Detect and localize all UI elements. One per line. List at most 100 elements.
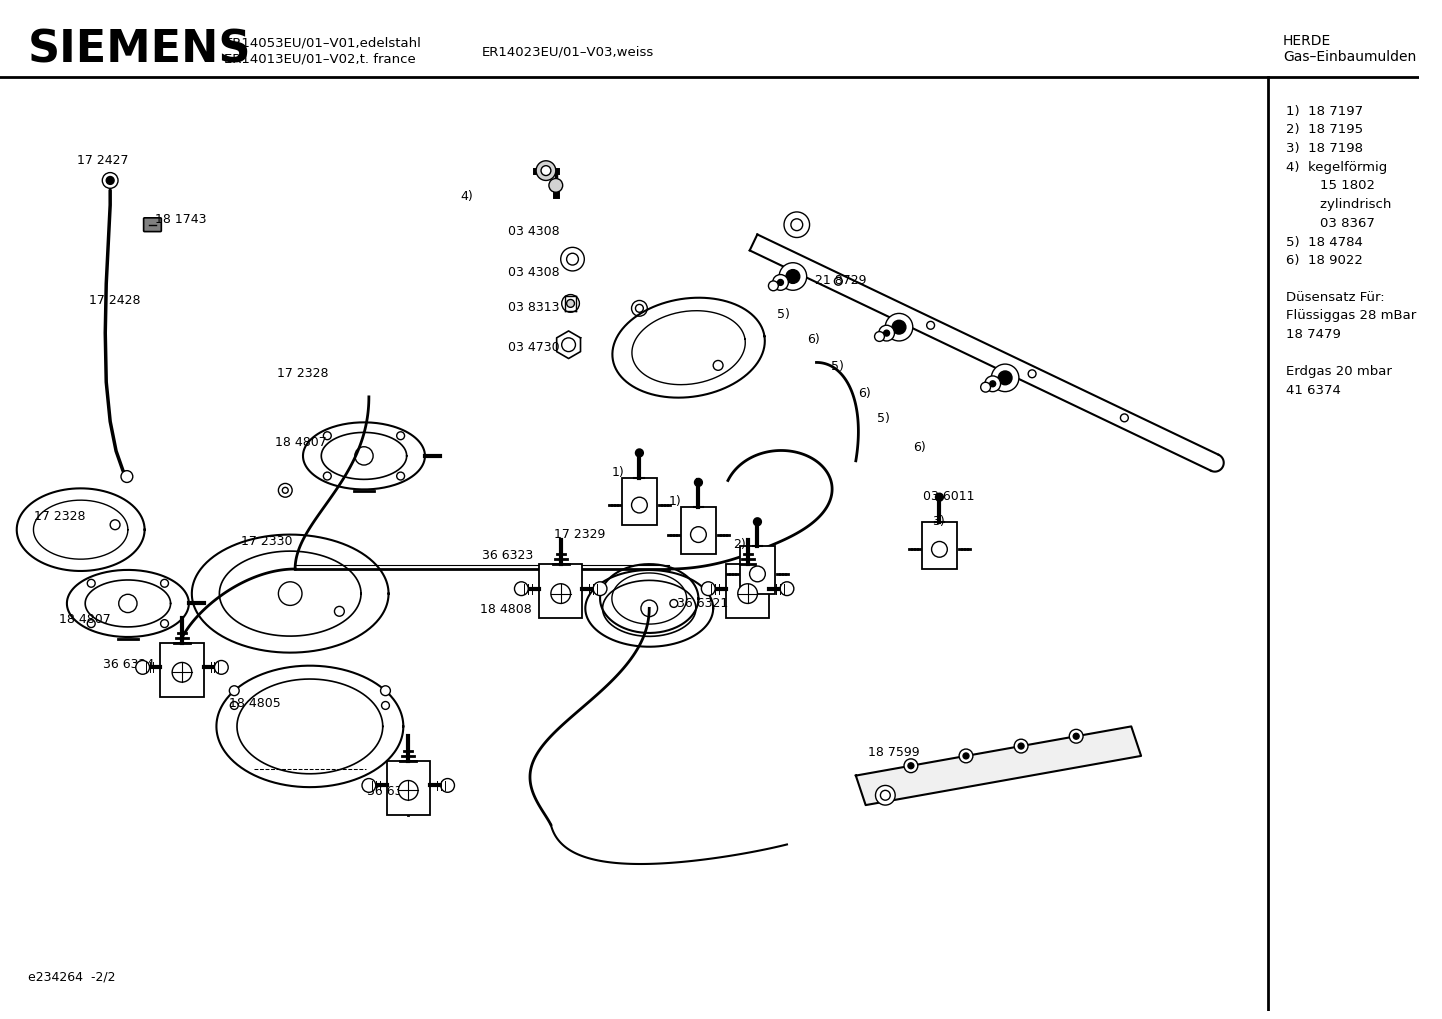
- Circle shape: [382, 701, 389, 709]
- Circle shape: [981, 382, 991, 392]
- Circle shape: [160, 620, 169, 628]
- Circle shape: [441, 779, 454, 793]
- Text: 17 2329: 17 2329: [554, 528, 606, 541]
- Circle shape: [567, 254, 578, 265]
- Circle shape: [786, 270, 800, 283]
- Circle shape: [215, 660, 228, 675]
- Circle shape: [397, 472, 405, 480]
- Text: 4): 4): [460, 191, 473, 203]
- Circle shape: [1120, 414, 1128, 422]
- Circle shape: [107, 176, 114, 184]
- Text: 2): 2): [733, 538, 746, 550]
- Text: Erdgas 20 mbar: Erdgas 20 mbar: [1286, 366, 1392, 378]
- Circle shape: [963, 753, 969, 759]
- Circle shape: [878, 325, 894, 341]
- Text: 18 4808: 18 4808: [480, 603, 532, 616]
- Text: 17 2428: 17 2428: [88, 293, 140, 307]
- Circle shape: [541, 166, 551, 175]
- Circle shape: [231, 701, 238, 709]
- Circle shape: [985, 376, 1001, 391]
- Text: 36 6321: 36 6321: [676, 596, 728, 609]
- Text: 03 4730: 03 4730: [508, 340, 559, 354]
- Text: 03 6011: 03 6011: [923, 490, 975, 503]
- Text: 18 7599: 18 7599: [868, 746, 919, 759]
- Text: 17 2330: 17 2330: [241, 535, 293, 547]
- Circle shape: [671, 599, 678, 607]
- Circle shape: [323, 432, 332, 439]
- Circle shape: [110, 520, 120, 530]
- Text: 18 7479: 18 7479: [1286, 328, 1341, 341]
- Circle shape: [835, 277, 842, 285]
- Circle shape: [515, 582, 528, 595]
- Polygon shape: [1207, 452, 1218, 471]
- Circle shape: [904, 759, 917, 772]
- Circle shape: [790, 219, 803, 230]
- Text: 2)  18 7195: 2) 18 7195: [1286, 123, 1363, 137]
- Circle shape: [908, 763, 914, 768]
- Circle shape: [893, 320, 906, 334]
- Circle shape: [1014, 739, 1028, 753]
- Text: HERDE: HERDE: [1283, 34, 1331, 48]
- Circle shape: [784, 212, 809, 237]
- Text: 5): 5): [831, 361, 844, 374]
- Circle shape: [691, 527, 707, 542]
- Circle shape: [640, 600, 658, 616]
- Polygon shape: [557, 331, 581, 359]
- Circle shape: [991, 364, 1019, 391]
- Circle shape: [121, 471, 133, 482]
- Circle shape: [1028, 370, 1035, 378]
- Circle shape: [278, 483, 293, 497]
- Text: e234264  -2/2: e234264 -2/2: [27, 970, 115, 983]
- Circle shape: [381, 686, 391, 696]
- Bar: [539, 565, 583, 619]
- Circle shape: [632, 497, 647, 513]
- Circle shape: [283, 487, 288, 493]
- Text: 41 6374: 41 6374: [1286, 384, 1341, 397]
- Text: 03 8367: 03 8367: [1286, 217, 1374, 230]
- Text: 4)  kegelförmig: 4) kegelförmig: [1286, 161, 1387, 174]
- Text: zylindrisch: zylindrisch: [1286, 198, 1392, 211]
- Text: ER14023EU/01–V03,weiss: ER14023EU/01–V03,weiss: [482, 45, 655, 58]
- Text: 18 4807: 18 4807: [275, 436, 327, 449]
- Text: ER14013EU/01–V02,t. france: ER14013EU/01–V02,t. france: [225, 53, 417, 66]
- Circle shape: [738, 584, 757, 603]
- Text: 15 1802: 15 1802: [1286, 179, 1374, 193]
- Circle shape: [562, 338, 575, 352]
- Circle shape: [549, 178, 562, 193]
- Text: 36 6324: 36 6324: [104, 657, 154, 671]
- Circle shape: [278, 582, 301, 605]
- Circle shape: [335, 606, 345, 616]
- Text: 6): 6): [913, 441, 926, 454]
- Circle shape: [701, 582, 715, 595]
- Bar: [725, 565, 769, 619]
- Text: 1): 1): [611, 466, 624, 479]
- Circle shape: [750, 567, 766, 582]
- Circle shape: [936, 493, 943, 501]
- Circle shape: [885, 314, 913, 341]
- Text: 6): 6): [858, 387, 871, 400]
- Text: 36 6323: 36 6323: [482, 549, 534, 562]
- Circle shape: [884, 330, 890, 336]
- Text: 03 4308: 03 4308: [508, 225, 559, 237]
- Bar: [386, 761, 430, 815]
- Circle shape: [567, 300, 574, 308]
- Circle shape: [323, 472, 332, 480]
- Bar: [681, 507, 717, 554]
- Circle shape: [536, 161, 555, 180]
- Circle shape: [779, 263, 806, 290]
- Circle shape: [881, 791, 890, 800]
- Circle shape: [695, 479, 702, 486]
- Circle shape: [875, 786, 895, 805]
- Text: 36 6322: 36 6322: [366, 786, 418, 799]
- Circle shape: [88, 580, 95, 587]
- Polygon shape: [855, 727, 1141, 805]
- Bar: [160, 643, 203, 697]
- Circle shape: [998, 371, 1012, 385]
- Circle shape: [632, 301, 647, 316]
- Circle shape: [172, 662, 192, 682]
- Circle shape: [88, 620, 95, 628]
- Circle shape: [398, 781, 418, 800]
- Circle shape: [777, 279, 783, 285]
- Text: 18 4807: 18 4807: [59, 613, 111, 627]
- Circle shape: [754, 518, 761, 526]
